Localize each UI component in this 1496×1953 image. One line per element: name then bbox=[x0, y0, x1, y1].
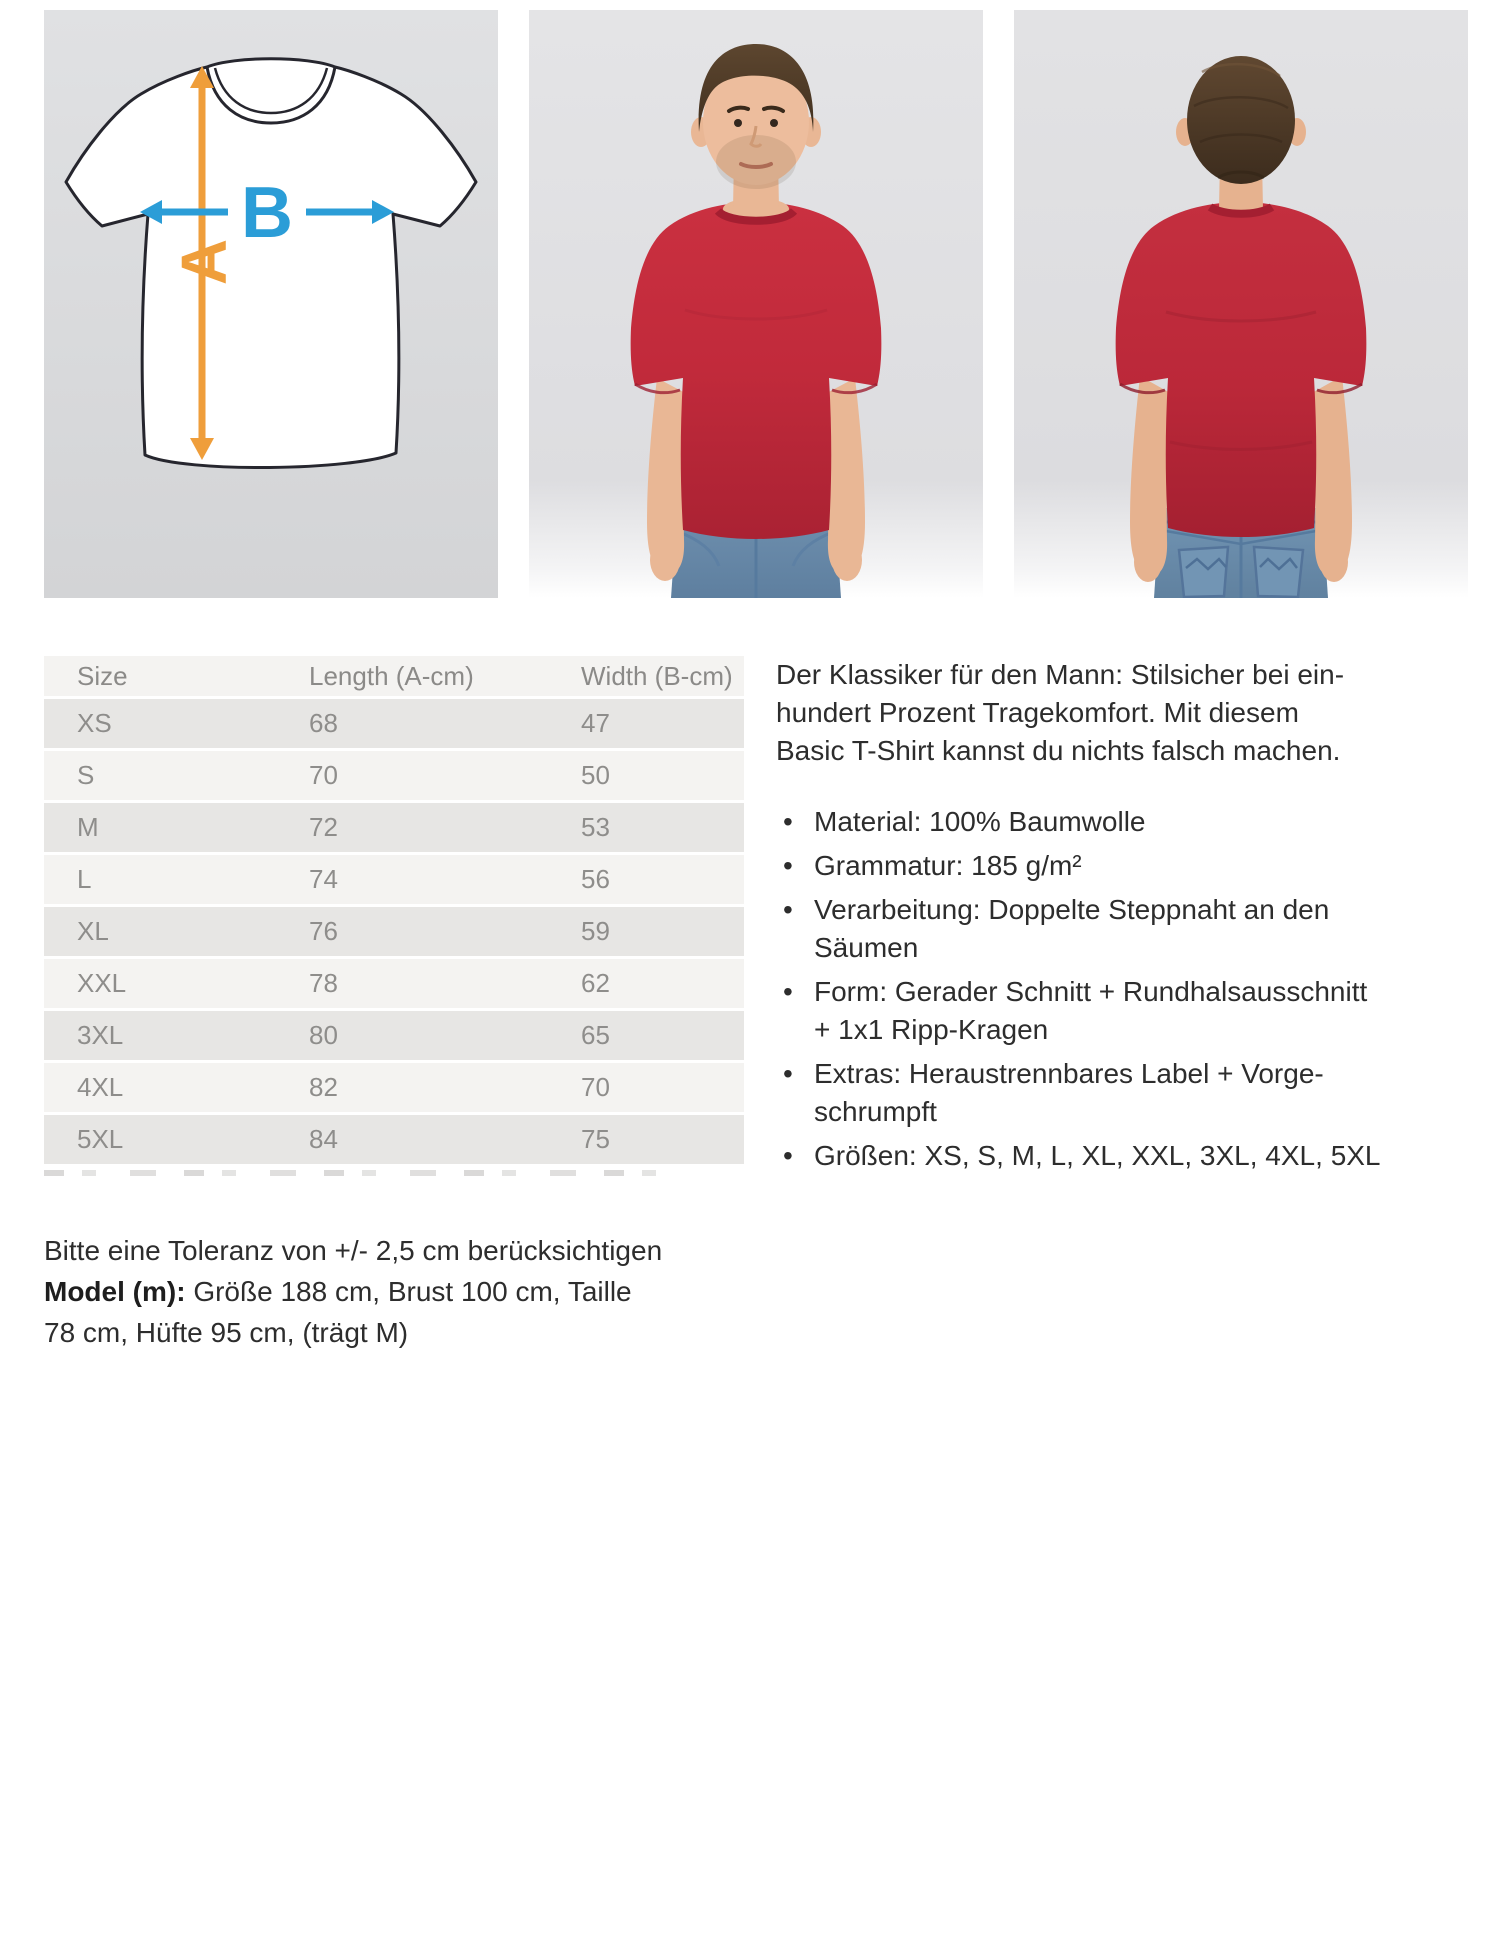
spec-list: Material: 100% Baumwolle Grammatur: 185 g… bbox=[776, 803, 1438, 1175]
tolerance-note: Bitte eine Toleranz von +/- 2,5 cm berüc… bbox=[44, 1235, 663, 1266]
width-cell: 47 bbox=[581, 708, 610, 738]
length-cell: 84 bbox=[309, 1124, 338, 1154]
width-label: B bbox=[241, 173, 293, 253]
length-cell: 78 bbox=[309, 968, 338, 998]
length-cell: 76 bbox=[309, 916, 338, 946]
size-cell: XL bbox=[77, 916, 109, 946]
spec-item: Grammatur: 185 g/m² bbox=[776, 847, 1438, 885]
product-info-section: Size Length (A-cm) Width (B-cm) XS 68 47 S 70 5… bbox=[0, 656, 1496, 1353]
size-guide-column: Size Length (A-cm) Width (B-cm) XS 68 47 S 70 5… bbox=[44, 656, 744, 1353]
size-table-header: Size Length (A-cm) Width (B-cm) bbox=[44, 656, 744, 696]
length-cell: 74 bbox=[309, 864, 338, 894]
width-cell: 65 bbox=[581, 1020, 610, 1050]
size-cell: M bbox=[77, 812, 99, 842]
width-cell: 59 bbox=[581, 916, 610, 946]
table-row: L 74 56 bbox=[44, 855, 744, 904]
width-cell: 56 bbox=[581, 864, 610, 894]
size-table: Size Length (A-cm) Width (B-cm) XS 68 47 S 70 5… bbox=[44, 656, 744, 1164]
width-arrow bbox=[140, 200, 394, 224]
table-clipped-row bbox=[44, 1170, 664, 1176]
size-cell: XXL bbox=[77, 968, 127, 998]
length-cell: 82 bbox=[309, 1072, 338, 1102]
width-cell: 70 bbox=[581, 1072, 610, 1102]
model-back-illustration bbox=[1014, 10, 1468, 598]
table-row: XXL 78 62 bbox=[44, 959, 744, 1008]
back-photo-panel bbox=[1014, 10, 1468, 598]
table-row: 4XL 82 70 bbox=[44, 1063, 744, 1112]
length-cell: 72 bbox=[309, 812, 338, 842]
length-cell: 80 bbox=[309, 1020, 338, 1050]
spec-item: Größen: XS, S, M, L, XL, XXL, 3XL, 4XL, … bbox=[776, 1137, 1438, 1175]
width-cell: 75 bbox=[581, 1124, 610, 1154]
model-front-illustration bbox=[529, 10, 983, 598]
table-row: XS 68 47 bbox=[44, 699, 744, 748]
size-cell: 4XL bbox=[77, 1072, 124, 1102]
size-diagram: A B bbox=[64, 57, 478, 470]
model-note: Model (m): Größe 188 cm, Brust 100 cm, T… bbox=[44, 1271, 744, 1353]
size-cell: 3XL bbox=[77, 1020, 124, 1050]
length-arrow bbox=[190, 66, 214, 460]
spec-item: Material: 100% Baumwolle bbox=[776, 803, 1438, 841]
front-photo-panel bbox=[529, 10, 983, 598]
column-header: Size bbox=[77, 661, 128, 691]
model-note-label: Model (m): bbox=[44, 1276, 186, 1307]
table-row: 3XL 80 65 bbox=[44, 1011, 744, 1060]
spec-item: Verarbeitung: Doppelte Steppnaht an denS… bbox=[776, 891, 1438, 967]
size-cell: L bbox=[77, 864, 92, 894]
table-row: M 72 53 bbox=[44, 803, 744, 852]
size-cell: S bbox=[77, 760, 95, 790]
spec-item: Form: Gerader Schnitt + Rundhalsausschni… bbox=[776, 973, 1438, 1049]
width-cell: 62 bbox=[581, 968, 610, 998]
width-cell: 53 bbox=[581, 812, 610, 842]
measurement-notes: Bitte eine Toleranz von +/- 2,5 cm berüc… bbox=[44, 1230, 744, 1353]
spec-item: Extras: Heraustrennbares Label + Vorge-s… bbox=[776, 1055, 1438, 1131]
length-cell: 70 bbox=[309, 760, 338, 790]
table-row: 5XL 84 75 bbox=[44, 1115, 744, 1164]
size-cell: 5XL bbox=[77, 1124, 124, 1154]
column-header: Length (A-cm) bbox=[309, 661, 474, 691]
product-images-row: A B bbox=[0, 0, 1496, 598]
intro-text: Der Klassiker für den Mann: Stilsicher b… bbox=[776, 659, 1345, 766]
model-note-text: Größe 188 cm, Brust 100 cm, Taille 78 cm,… bbox=[44, 1276, 632, 1348]
table-row: S 70 50 bbox=[44, 751, 744, 800]
size-diagram-panel: A B bbox=[44, 10, 498, 598]
tshirt-outline bbox=[64, 57, 478, 470]
size-cell: XS bbox=[77, 708, 112, 738]
table-row: XL 76 59 bbox=[44, 907, 744, 956]
width-cell: 50 bbox=[581, 760, 610, 790]
length-cell: 68 bbox=[309, 708, 338, 738]
size-table-body: XS 68 47 S 70 50 M 72 53 L 74 56 XL 76 59 XXL 78 62 3XL 80 6… bbox=[44, 699, 744, 1164]
column-header: Width (B-cm) bbox=[581, 661, 733, 691]
length-label: A bbox=[168, 239, 240, 285]
product-description: Der Klassiker für den Mann: Stilsicher b… bbox=[776, 656, 1438, 1175]
